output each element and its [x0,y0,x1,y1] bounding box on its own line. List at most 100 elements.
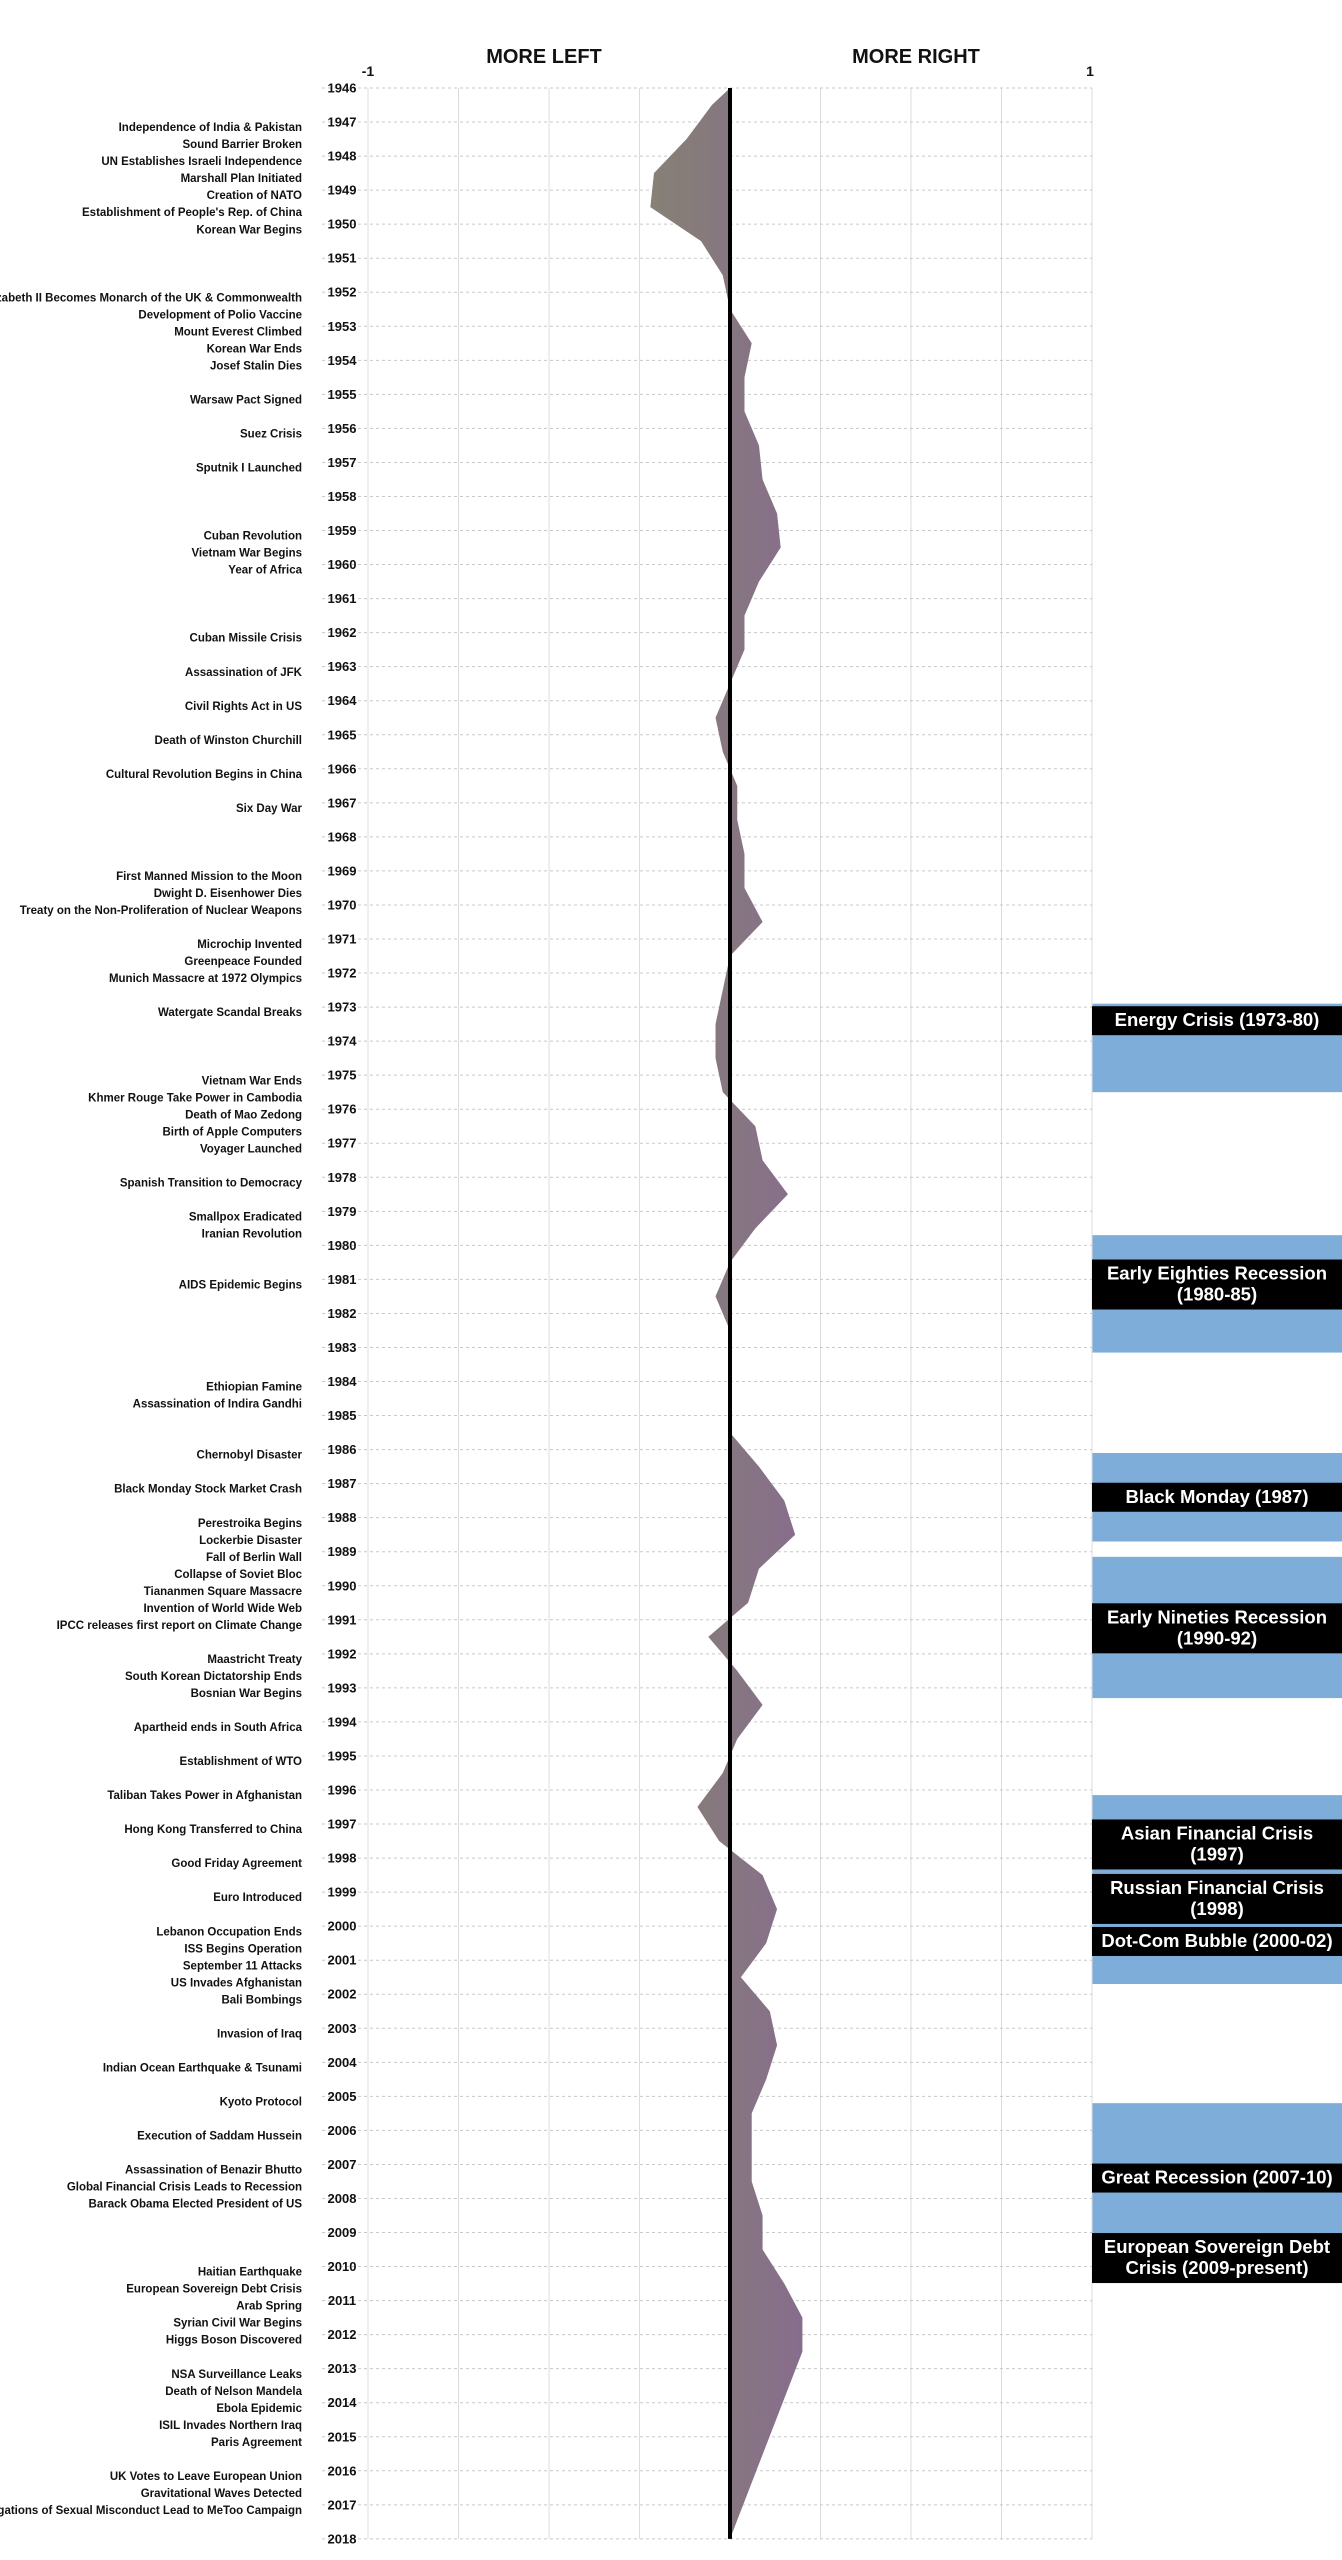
event-label-51: Maastricht Treaty [207,1654,302,1666]
event-label-67: Kyoto Protocol [220,2096,302,2108]
crisis-label-text-8-0: European Sovereign Debt [1104,2236,1330,2257]
year-label-1964: 1964 [328,693,358,708]
year-label-1960: 1960 [328,557,357,572]
event-label-60: Lebanon Occupation Ends [156,1926,302,1938]
crisis-label-box-3 [1092,1603,1342,1654]
event-label-7: Elizabeth II Becomes Monarch of the UK &… [0,292,302,304]
event-label-0: Independence of India & Pakistan [119,122,302,134]
year-label-1979: 1979 [328,1204,357,1219]
crisis-label-text-6-0: Dot-Com Bubble (2000-02) [1101,1930,1332,1951]
year-label-1989: 1989 [328,1544,357,1559]
year-label-2011: 2011 [328,2293,356,2308]
event-label-4: Creation of NATO [207,190,302,202]
event-label-44: Perestroika Begins [198,1518,302,1530]
year-label-1972: 1972 [328,966,357,981]
event-label-38: Iranian Revolution [202,1228,302,1240]
year-label-1956: 1956 [328,421,357,436]
year-label-2007: 2007 [328,2157,357,2172]
year-label-1996: 1996 [328,1783,357,1798]
event-label-2: UN Establishes Israeli Independence [101,156,302,168]
event-label-41: Assassination of Indira Gandhi [133,1399,302,1411]
crisis-label-text-0-0: Energy Crisis (1973-80) [1115,1009,1320,1030]
year-label-1992: 1992 [328,1646,357,1661]
event-label-1: Sound Barrier Broken [183,139,303,151]
crisis-label-text-5-0: Russian Financial Crisis [1110,1877,1324,1898]
year-label-2008: 2008 [328,2191,357,2206]
event-label-34: Birth of Apple Computers [163,1126,303,1138]
year-label-1985: 1985 [328,1408,357,1423]
event-label-59: Euro Introduced [213,1892,302,1904]
year-label-1993: 1993 [328,1680,357,1695]
event-label-39: AIDS Epidemic Begins [179,1280,302,1292]
event-label-20: Civil Rights Act in US [185,701,302,713]
crisis-label-text-7-0: Great Recession (2007-10) [1101,2167,1332,2188]
year-label-1977: 1977 [328,1136,357,1151]
event-label-84: Allegations of Sexual Misconduct Lead to… [0,2505,302,2517]
event-label-68: Execution of Saddam Hussein [137,2131,302,2143]
event-label-53: Bosnian War Begins [191,1688,302,1700]
event-label-69: Assassination of Benazir Bhutto [125,2165,302,2177]
crisis-label-text-1-1: (1980-85) [1177,1284,1257,1305]
year-label-1967: 1967 [328,795,357,810]
event-label-19: Assassination of JFK [185,667,303,679]
x-tick-max: 1 [1086,63,1094,79]
year-label-1976: 1976 [328,1102,357,1117]
event-label-55: Establishment of WTO [180,1756,303,1768]
year-label-1982: 1982 [328,1306,357,1321]
year-label-1955: 1955 [328,387,357,402]
year-label-1986: 1986 [328,1442,357,1457]
event-label-13: Suez Crisis [240,429,302,441]
year-label-1999: 1999 [328,1885,357,1900]
year-label-1970: 1970 [328,897,357,912]
event-label-78: Death of Nelson Mandela [165,2386,302,2398]
event-label-49: Invention of World Wide Web [143,1603,302,1615]
crisis-label-box-6 [1092,1926,1342,1956]
year-label-1948: 1948 [328,149,357,164]
event-label-33: Death of Mao Zedong [185,1109,302,1121]
event-label-9: Mount Everest Climbed [174,326,302,338]
event-label-37: Smallpox Eradicated [189,1211,302,1223]
event-label-6: Korean War Begins [196,224,302,236]
year-label-1946: 1946 [328,81,357,96]
event-label-54: Apartheid ends in South Africa [134,1722,303,1734]
crisis-label-text-3-0: Early Nineties Recession [1107,1606,1327,1627]
event-label-81: Paris Agreement [211,2437,302,2449]
year-label-1957: 1957 [328,455,357,470]
event-label-57: Hong Kong Transferred to China [124,1824,302,1836]
grid [322,87,1093,2540]
event-label-11: Josef Stalin Dies [210,360,302,372]
event-label-62: September 11 Attacks [183,1960,302,1972]
event-label-74: Arab Spring [236,2301,302,2313]
event-label-40: Ethiopian Famine [206,1382,302,1394]
crisis-label-text-5-1: (1998) [1190,1898,1243,1919]
year-labels: 1946 1947 1948 1949 1950 1951 1952 1953 1954 1955… [328,81,358,2547]
year-label-1963: 1963 [328,659,357,674]
crisis-label-box-5 [1092,1873,1342,1924]
crisis-label-text-8-1: Crisis (2009-present) [1125,2257,1308,2278]
year-label-1998: 1998 [328,1851,357,1866]
event-label-58: Good Friday Agreement [171,1858,302,1870]
year-label-1997: 1997 [328,1817,357,1832]
year-label-2015: 2015 [328,2429,357,2444]
year-label-2001: 2001 [328,1953,357,1968]
year-label-1978: 1978 [328,1170,357,1185]
year-label-1983: 1983 [328,1340,357,1355]
event-label-35: Voyager Launched [200,1143,302,1155]
year-label-1962: 1962 [328,625,357,640]
year-label-1988: 1988 [328,1510,357,1525]
crisis-label-box-0 [1092,1006,1342,1036]
event-label-71: Barack Obama Elected President of US [89,2199,303,2211]
year-label-1974: 1974 [328,1034,358,1049]
event-label-72: Haitian Earthquake [198,2267,302,2279]
year-label-1953: 1953 [328,319,357,334]
event-label-24: First Manned Mission to the Moon [116,871,302,883]
event-label-45: Lockerbie Disaster [199,1535,302,1547]
event-label-46: Fall of Berlin Wall [206,1552,302,1564]
year-label-1994: 1994 [328,1714,358,1729]
year-label-1975: 1975 [328,1068,357,1083]
year-label-2009: 2009 [328,2225,357,2240]
year-label-1969: 1969 [328,863,357,878]
year-label-1961: 1961 [328,591,357,606]
event-label-5: Establishment of People's Rep. of China [82,207,303,219]
year-label-2014: 2014 [328,2395,358,2410]
